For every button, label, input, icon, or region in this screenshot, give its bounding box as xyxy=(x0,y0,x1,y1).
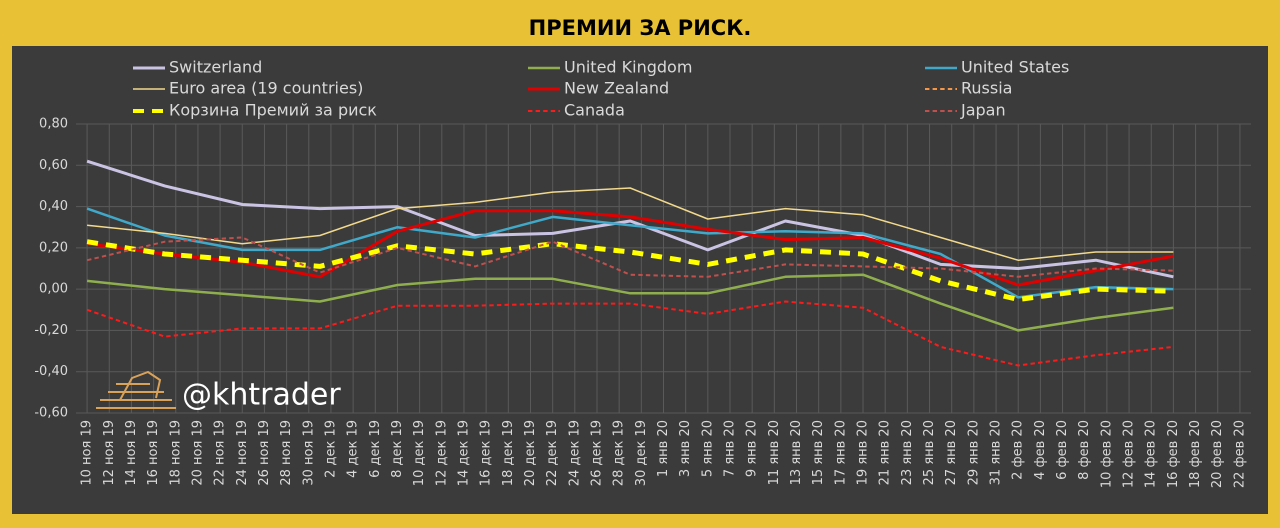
x-tick-label: 31 янв 20 xyxy=(989,420,1004,485)
x-tick-label: 5 янв 20 xyxy=(700,420,715,477)
legend-label: Japan xyxy=(960,101,1006,120)
series-line xyxy=(86,159,1174,279)
y-tick-label: 0,80 xyxy=(39,117,68,132)
x-tick-label: 30 ноя 19 xyxy=(301,420,316,486)
legend-label: New Zealand xyxy=(564,79,669,98)
x-tick-label: 6 дек 19 xyxy=(368,420,383,478)
x-tick-label: 28 ноя 19 xyxy=(279,420,294,486)
x-tick-label: 14 дек 19 xyxy=(456,420,471,486)
x-tick-label: 22 фев 20 xyxy=(1232,420,1247,488)
x-tick-label: 4 дек 19 xyxy=(346,420,361,478)
y-tick-label: 0,60 xyxy=(39,158,68,173)
x-tick-label: 1 янв 20 xyxy=(656,420,671,477)
x-tick-label: 28 дек 19 xyxy=(612,420,627,486)
x-tick-label: 23 янв 20 xyxy=(900,420,915,485)
x-tick-label: 26 ноя 19 xyxy=(257,420,272,486)
x-tick-label: 2 дек 19 xyxy=(323,420,338,478)
watermark-logo xyxy=(96,370,176,409)
legend-label: Euro area (19 countries) xyxy=(169,79,363,98)
y-tick-label: -0,60 xyxy=(34,406,68,421)
x-tick-label: 14 фев 20 xyxy=(1144,420,1159,488)
x-tick-label: 22 ноя 19 xyxy=(213,420,228,486)
chart-title: ПРЕМИИ ЗА РИСК. xyxy=(529,16,752,40)
x-tick-label: 4 фев 20 xyxy=(1033,420,1048,480)
x-tick-label: 20 ноя 19 xyxy=(190,420,205,486)
legend-label: Canada xyxy=(564,101,625,120)
legend-label: Switzerland xyxy=(169,58,262,77)
x-tick-label: 20 дек 19 xyxy=(523,420,538,486)
x-tick-label: 18 ноя 19 xyxy=(168,420,183,486)
y-tick-label: 0,20 xyxy=(39,240,68,255)
x-tick-label: 15 янв 20 xyxy=(811,420,826,485)
series-line xyxy=(86,273,1174,332)
x-tick-label: 10 ноя 19 xyxy=(80,420,95,486)
x-tick-label: 13 янв 20 xyxy=(789,420,804,485)
y-tick-label: 0,00 xyxy=(39,282,68,297)
x-tick-label: 21 янв 20 xyxy=(878,420,893,485)
x-tick-label: 30 дек 19 xyxy=(634,420,649,486)
x-tick-label: 14 ноя 19 xyxy=(124,420,139,486)
x-tick-label: 10 дек 19 xyxy=(412,420,427,486)
series-line xyxy=(87,187,1174,261)
legend-label: United Kingdom xyxy=(564,58,692,77)
y-tick-label: -0,40 xyxy=(34,364,68,379)
x-tick-label: 12 фев 20 xyxy=(1122,420,1137,488)
x-tick-label: 27 янв 20 xyxy=(944,420,959,485)
x-tick-label: 16 ноя 19 xyxy=(146,420,161,486)
series-line xyxy=(86,239,1174,302)
x-tick-label: 22 дек 19 xyxy=(545,420,560,486)
series-line xyxy=(86,236,1174,278)
x-tick-label: 24 ноя 19 xyxy=(235,420,250,486)
x-tick-label: 3 янв 20 xyxy=(678,420,693,477)
x-tick-label: 8 фев 20 xyxy=(1077,420,1092,480)
x-tick-label: 25 янв 20 xyxy=(922,420,937,485)
x-tick-label: 9 янв 20 xyxy=(745,420,760,477)
x-tick-label: 16 дек 19 xyxy=(479,420,494,486)
y-tick-label: -0,20 xyxy=(34,323,68,338)
x-tick-label: 18 дек 19 xyxy=(501,420,516,486)
x-tick-label: 12 ноя 19 xyxy=(102,420,117,486)
x-tick-label: 26 дек 19 xyxy=(589,420,604,486)
x-tick-label: 24 дек 19 xyxy=(567,420,582,486)
series-line xyxy=(86,300,1174,367)
x-tick-label: 10 фев 20 xyxy=(1099,420,1114,488)
x-tick-label: 8 дек 19 xyxy=(390,420,405,478)
y-tick-label: 0,40 xyxy=(39,199,68,214)
x-tick-label: 29 янв 20 xyxy=(966,420,981,485)
legend-label: United States xyxy=(961,58,1069,77)
x-tick-label: 7 янв 20 xyxy=(723,420,738,477)
series-line xyxy=(86,209,1174,287)
x-tick-label: 6 фев 20 xyxy=(1055,420,1070,480)
legend-label: Корзина Премий за риск xyxy=(169,101,377,120)
x-tick-label: 17 янв 20 xyxy=(833,420,848,485)
x-tick-label: 12 дек 19 xyxy=(434,420,449,486)
x-tick-label: 2 фев 20 xyxy=(1011,420,1026,480)
x-tick-label: 19 янв 20 xyxy=(856,420,871,485)
x-tick-label: 16 фев 20 xyxy=(1166,420,1181,488)
x-tick-label: 11 янв 20 xyxy=(767,420,782,485)
legend-label: Russia xyxy=(961,79,1012,98)
watermark: @khtrader xyxy=(182,378,341,413)
x-tick-label: 20 фев 20 xyxy=(1210,420,1225,488)
x-tick-label: 18 фев 20 xyxy=(1188,420,1203,488)
